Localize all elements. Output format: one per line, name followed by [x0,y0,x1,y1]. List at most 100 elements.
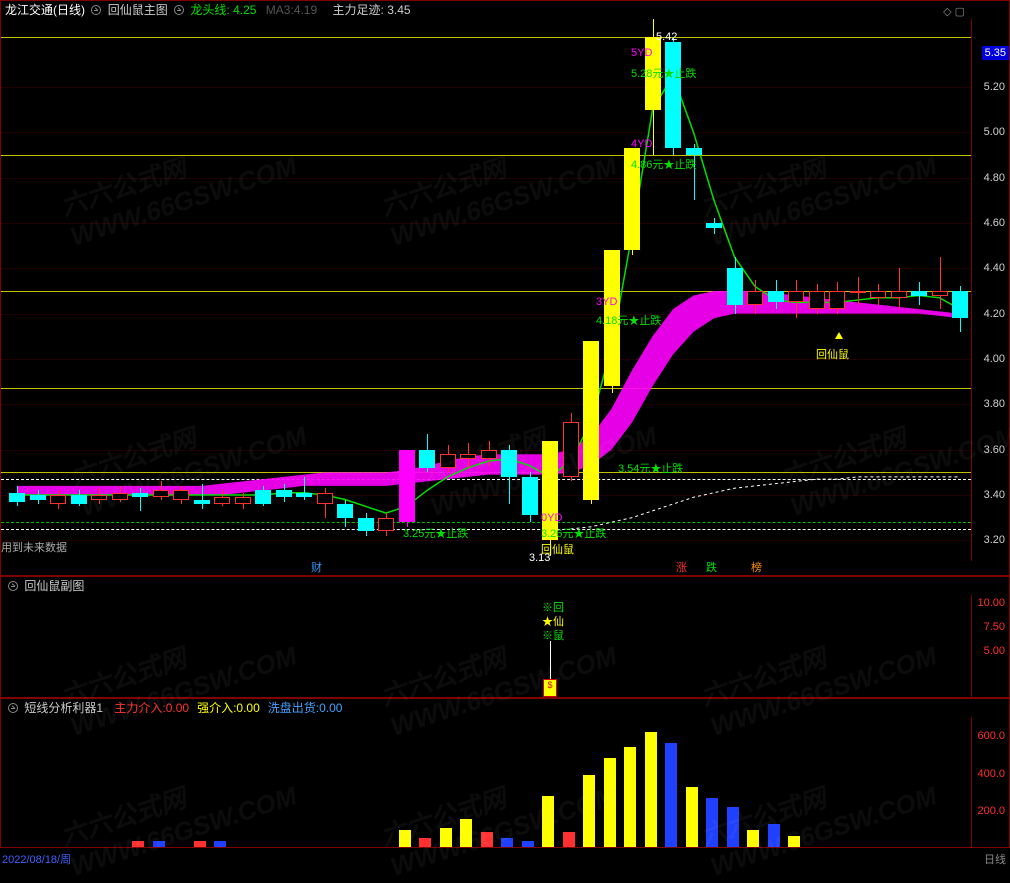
main-footer-row: 财涨跌榜 [1,561,971,575]
candle-body [399,450,415,523]
sub1-marker-stem [550,641,551,679]
candle-body [768,291,784,302]
volume-bar [583,775,595,847]
legend-label: 强介入: [197,701,236,715]
volume-bar [665,743,677,847]
sub1-chart-area[interactable]: ※回★仙※鼠$ [1,595,971,697]
horizontal-line [1,291,971,292]
legend-value: 0.00 [166,701,189,715]
candle-body [850,291,866,293]
candle-body [337,504,353,518]
chart-annotation: 0YD [541,512,562,524]
candle-wick [202,484,203,509]
indicator1-name: 回仙鼠主图 [108,3,168,17]
indicator3-value: 3.45 [387,3,410,17]
stock-name: 龙江交通(日线) [5,3,85,17]
candle-body [255,490,271,504]
volume-bar [542,796,554,847]
volume-bar [481,832,493,847]
y-tick: 4.80 [984,172,1005,184]
candle-body [91,495,107,500]
sub2-chart-area[interactable] [1,717,971,847]
candle-body [153,490,169,497]
indicator2-value: 4.25 [233,3,256,17]
candle-body [317,493,333,504]
horizontal-line [1,472,971,473]
horizontal-line [1,388,971,389]
volume-bar [747,830,759,847]
chart-annotation: 5.28元★止跌 [631,65,696,81]
volume-bar [706,798,718,847]
candle-body [9,493,25,502]
sub2-y-axis: 600.0400.0200.0 [971,717,1009,847]
y-tick: 4.60 [984,217,1005,229]
candle-body [276,490,292,497]
footer-label: 财 [311,559,322,575]
main-chart-area[interactable]: 5.425YD5.28元★止跌4YD4.86元★止跌3YD4.18元★止跌回仙鼠… [1,19,971,561]
candle-body [665,42,681,149]
bottom-date: 2022/08/18/周 [2,851,71,867]
candle-body [522,477,538,516]
y-tick: 5.00 [984,126,1005,138]
chart-annotation: 4.86元★止跌 [631,156,696,172]
up-arrow-icon [835,332,843,339]
y-tick: 4.20 [984,308,1005,320]
volume-bar [501,838,513,847]
ma-dim: MA3:4.19 [266,3,317,17]
candle-body [235,497,251,504]
sub1-marker-text: ※鼠 [542,627,564,643]
dropdown-icon[interactable] [8,581,18,591]
candle-body [563,422,579,476]
y-tick: 10.00 [977,597,1005,609]
candle-wick [899,268,900,309]
candle-body [706,223,722,228]
chart-annotation: 回仙鼠 [816,346,849,362]
volume-bar [788,836,800,847]
horizontal-line [1,522,971,523]
legend-value: 0.00 [319,701,342,715]
candle-body [112,493,128,500]
candle-body [932,291,948,296]
candle-body [214,497,230,504]
chart-annotation: 3.54元★止跌 [618,460,683,476]
main-panel: 龙江交通(日线) 回仙鼠主图 龙头线: 4.25 MA3:4.19 主力足迹: … [0,0,1010,576]
y-tick: 4.40 [984,262,1005,274]
dropdown-icon[interactable] [174,5,184,15]
volume-bar [460,819,472,847]
sub1-marker-icon: $ [543,679,557,697]
volume-bar [686,787,698,847]
chart-annotation: 5YD [631,47,652,59]
legend-value: 0.00 [236,701,259,715]
candle-body [747,291,763,305]
candle-body [583,341,599,500]
candle-body [788,291,804,302]
horizontal-line [1,155,971,156]
dropdown-icon[interactable] [91,5,101,15]
volume-bar [645,732,657,847]
chart-annotation: 4YD [631,138,652,150]
sub1-title: 回仙鼠副图 [24,579,84,593]
candle-wick [140,488,141,511]
volume-bar [419,838,431,847]
volume-bar [727,807,739,847]
candle-body [419,450,435,468]
candle-body [50,495,66,504]
sub2-title: 短线分析利器1 [24,701,103,715]
volume-bar [768,824,780,847]
dropdown-icon[interactable] [8,703,18,713]
chart-annotation: 用到未来数据 [1,539,67,555]
legend-label: 洗盘出货: [268,701,319,715]
sub1-y-axis: 10.007.505.00 [971,595,1009,697]
y-tick: 3.40 [984,489,1005,501]
volume-bar [522,841,534,847]
volume-bar [563,832,575,847]
panel-controls[interactable]: ◇ ▢ [943,3,965,19]
candle-body [686,148,702,155]
y-tick: 3.20 [984,534,1005,546]
indicator3-name: 主力足迹: [333,3,384,17]
sub2-legend: 主力介入:0.00强介入:0.00洗盘出货:0.00 [106,701,342,715]
chart-annotation: 3.25元★止跌 [403,525,468,541]
indicator2-name: 龙头线: [190,3,229,17]
y-tick: 5.00 [984,645,1005,657]
sub1-header: 回仙鼠副图 [1,577,1009,595]
